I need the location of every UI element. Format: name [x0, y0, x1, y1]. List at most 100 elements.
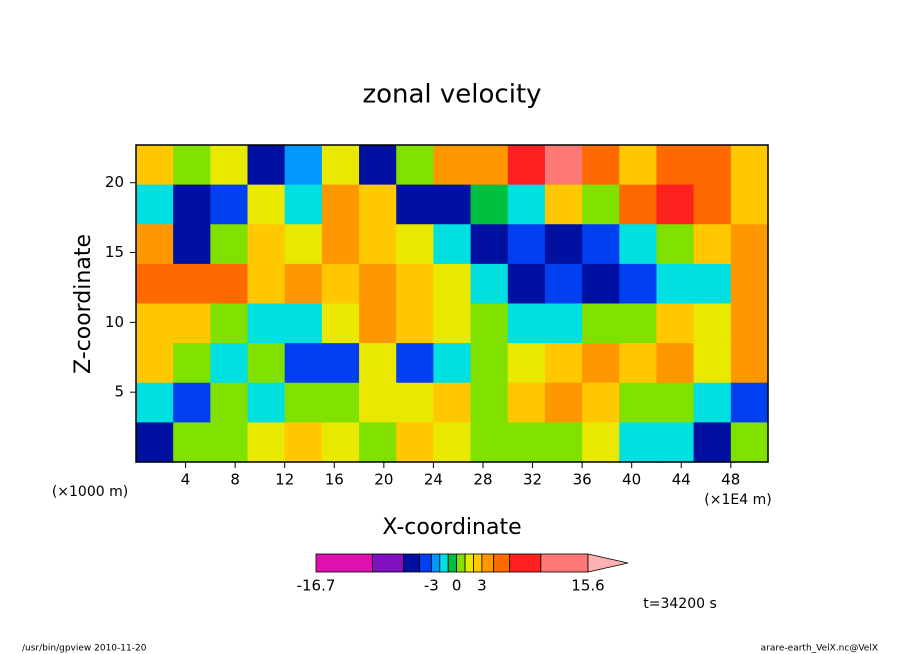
- cell: [507, 382, 546, 423]
- cell: [396, 382, 435, 423]
- colorbar-box: [419, 553, 432, 573]
- cell: [656, 145, 695, 186]
- cell: [693, 382, 732, 423]
- cell: [173, 382, 211, 423]
- cell: [433, 382, 472, 423]
- cell: [136, 422, 174, 463]
- cell: [210, 224, 249, 265]
- cell: [470, 145, 509, 186]
- cell: [433, 343, 472, 384]
- cell: [619, 145, 658, 186]
- cell: [656, 382, 695, 423]
- cell: [396, 224, 435, 265]
- cell: [247, 145, 286, 186]
- colorbar-label: -16.7: [297, 577, 336, 595]
- cell: [321, 263, 360, 305]
- cell: [544, 343, 583, 384]
- cell: [321, 343, 360, 384]
- cell: [321, 224, 360, 265]
- cell: [210, 422, 249, 463]
- cell: [247, 422, 286, 463]
- cell: [693, 145, 732, 186]
- x-tick-label: 36: [573, 471, 592, 489]
- cell: [247, 343, 286, 384]
- cell: [619, 184, 658, 225]
- cell: [656, 224, 695, 265]
- cell: [433, 145, 472, 186]
- y-axis-title: Z-coordinate: [71, 234, 96, 374]
- cell: [210, 263, 249, 305]
- cell: [582, 343, 620, 384]
- colorbar-box: [315, 553, 373, 573]
- cell: [656, 422, 695, 463]
- colorbar-label: 15.6: [571, 577, 604, 595]
- cell: [507, 224, 546, 265]
- x-axis-title: X-coordinate: [382, 515, 521, 540]
- cell: [619, 422, 658, 463]
- cell: [470, 184, 509, 225]
- cell: [619, 263, 658, 305]
- cell: [619, 382, 658, 423]
- y-tick-label: 15: [105, 243, 124, 261]
- cell: [582, 382, 620, 423]
- colorbar-box: [372, 553, 404, 573]
- cell: [582, 303, 620, 344]
- cell: [507, 343, 546, 384]
- colorbar-box: [481, 553, 495, 573]
- y-unit: (×1000 m): [52, 484, 128, 500]
- cell: [656, 184, 695, 225]
- cell: [730, 382, 769, 423]
- cell: [544, 422, 583, 463]
- cell: [433, 224, 472, 265]
- cell: [210, 303, 249, 344]
- plot-frame: [135, 144, 769, 463]
- cell: [507, 422, 546, 463]
- colorbar-box: [430, 553, 441, 573]
- cell: [173, 422, 211, 463]
- cell: [247, 224, 286, 265]
- cell: [470, 422, 509, 463]
- cell: [582, 184, 620, 225]
- cell: [656, 263, 695, 305]
- cell: [470, 303, 509, 344]
- cell: [136, 263, 174, 305]
- cell: [396, 263, 435, 305]
- cell: [730, 145, 769, 186]
- cell: [396, 343, 435, 384]
- cell: [359, 382, 397, 423]
- cell: [396, 145, 435, 186]
- cell: [507, 184, 546, 225]
- x-unit: (×1E4 m): [704, 492, 771, 508]
- cell: [247, 263, 286, 305]
- cell: [284, 382, 323, 423]
- cell: [730, 422, 769, 463]
- cell: [582, 263, 620, 305]
- cell: [210, 343, 249, 384]
- cell: [321, 382, 360, 423]
- colorbar-box: [447, 553, 458, 573]
- cell: [247, 184, 286, 225]
- cell: [284, 422, 323, 463]
- cell: [582, 145, 620, 186]
- colorbar-box: [473, 553, 483, 573]
- cell: [136, 343, 174, 384]
- cell: [470, 263, 509, 305]
- cell: [136, 184, 174, 225]
- cell: [173, 145, 211, 186]
- cell: [730, 224, 769, 265]
- cell: [210, 145, 249, 186]
- cell: [284, 145, 323, 186]
- cell: [433, 263, 472, 305]
- cell: [656, 343, 695, 384]
- cell: [173, 303, 211, 344]
- cell: [582, 422, 620, 463]
- cell: [544, 224, 583, 265]
- cell: [136, 382, 174, 423]
- cell: [730, 303, 769, 344]
- x-tick-label: 20: [374, 471, 393, 489]
- cell: [730, 263, 769, 305]
- cell: [582, 224, 620, 265]
- cell: [693, 263, 732, 305]
- colorbar-box: [493, 553, 511, 573]
- x-tick-label: 16: [325, 471, 344, 489]
